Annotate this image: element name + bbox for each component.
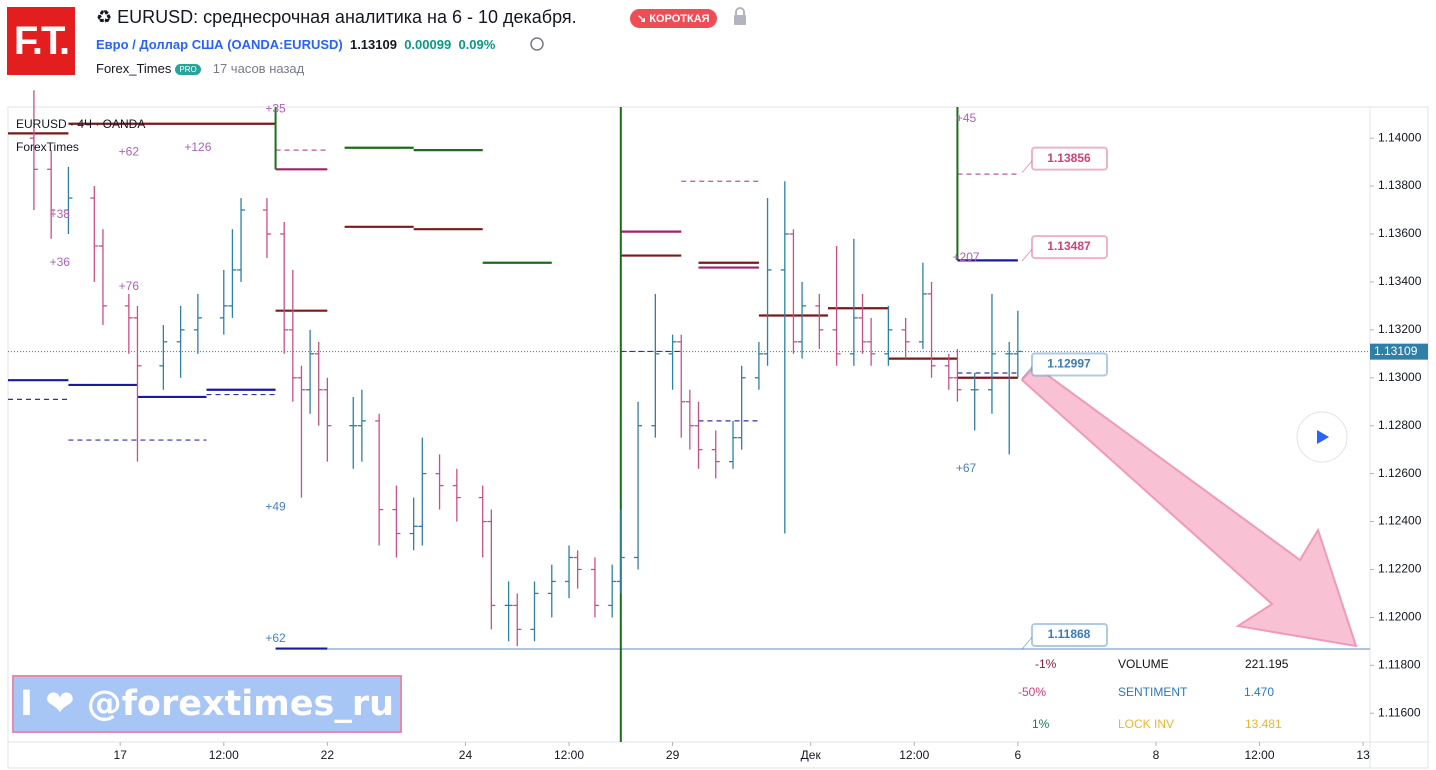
stat-label: LOCK INV	[1118, 717, 1174, 731]
price-label: 1.11868	[1048, 627, 1091, 641]
x-tick-label: 8	[1153, 748, 1160, 762]
y-tick-label: 1.12200	[1378, 562, 1422, 576]
chart-sublegend: ForexTimes	[16, 140, 79, 154]
x-tick-label: 12:00	[209, 748, 239, 762]
annotation: +76	[119, 279, 140, 293]
y-tick-label: 1.13400	[1378, 274, 1422, 288]
price-label-box	[1031, 352, 1108, 377]
play-icon[interactable]	[1317, 430, 1329, 444]
change: 0.00099	[404, 37, 452, 52]
y-tick-label: 1.11800	[1378, 657, 1421, 671]
price-label: 1.13487	[1047, 239, 1091, 253]
banner: I ❤ @forextimes_ru	[12, 675, 402, 733]
annotation: +67	[956, 461, 977, 475]
alert-icon[interactable]	[530, 37, 544, 51]
y-tick-label: 1.11600	[1378, 705, 1421, 719]
price-label: 1.12997	[1047, 357, 1091, 371]
annotation: +126	[184, 140, 211, 154]
price-label: 1.13856	[1047, 151, 1091, 165]
annotation: +36	[50, 255, 71, 269]
idea-title: ♻ EURUSD: среднесрочная аналитика на 6 -…	[96, 7, 577, 27]
y-tick-label: 1.13600	[1378, 226, 1422, 240]
stat-pct: -1%	[1035, 657, 1057, 671]
annotation: +45	[956, 111, 977, 125]
time: 17 часов назад	[212, 61, 305, 76]
annotation: +38	[50, 207, 71, 221]
current-price-label: 1.13109	[1374, 344, 1418, 358]
price: 1.13109	[349, 37, 397, 52]
pro-badge: PRO	[175, 64, 201, 76]
x-tick-label: 24	[459, 748, 473, 762]
x-tick-label: Дек	[801, 748, 822, 762]
author-line: Forex_Times PRO 17 часов назад	[96, 61, 304, 76]
y-tick-label: 1.12400	[1378, 514, 1422, 528]
annotation: +49	[265, 499, 286, 513]
y-tick-label: 1.13000	[1378, 370, 1422, 384]
y-tick-label: 1.12800	[1378, 418, 1422, 432]
x-tick-label: 13	[1356, 748, 1370, 762]
y-tick-label: 1.14000	[1378, 130, 1422, 144]
x-tick-label: 29	[666, 748, 680, 762]
price-label-box	[1031, 146, 1108, 171]
lock-icon	[735, 7, 745, 15]
annotation: +62	[265, 631, 286, 645]
x-tick-label: 22	[321, 748, 335, 762]
y-tick-label: 1.13800	[1378, 178, 1422, 192]
ticker[interactable]: (OANDA:EURUSD)	[227, 37, 343, 52]
y-tick-label: 1.13200	[1378, 322, 1422, 336]
stat-label: SENTIMENT	[1118, 685, 1188, 699]
symbol-line: Евро / Доллар США (OANDA:EURUSD) 1.13109…	[96, 37, 495, 52]
chart-frame	[7, 106, 1429, 769]
x-tick-label: 12:00	[1245, 748, 1275, 762]
stat-label: VOLUME	[1118, 657, 1169, 671]
instrument[interactable]: Евро / Доллар США	[96, 37, 224, 52]
x-tick-label: 17	[114, 748, 128, 762]
logo: F.T.	[7, 7, 75, 75]
stat-pct: -50%	[1018, 685, 1046, 699]
y-tick-label: 1.12000	[1378, 610, 1422, 624]
lock-icon	[734, 15, 746, 25]
chart-legend: EURUSD · 4Ч · OANDA	[16, 117, 145, 131]
y-tick-label: 1.12600	[1378, 466, 1422, 480]
annotation: +62	[119, 145, 140, 159]
annotation: +35	[265, 102, 286, 116]
x-tick-label: 12:00	[899, 748, 929, 762]
forecast-arrow	[1020, 364, 1358, 648]
annotation: +207	[953, 250, 980, 264]
short-badge: ↘ КОРОТКАЯ	[630, 9, 717, 28]
stat-value: 13.481	[1245, 717, 1282, 731]
stat-value: 1.470	[1244, 685, 1274, 699]
change-pct: 0.09%	[458, 37, 496, 52]
stat-pct: 1%	[1032, 717, 1050, 731]
x-tick-label: 12:00	[554, 748, 584, 762]
price-label-box	[1031, 623, 1108, 648]
stat-value: 221.195	[1245, 657, 1289, 671]
price-label-box	[1031, 235, 1108, 260]
author[interactable]: Forex_Times	[96, 61, 172, 76]
current-price-tag	[1370, 343, 1428, 360]
x-tick-label: 6	[1015, 748, 1022, 762]
